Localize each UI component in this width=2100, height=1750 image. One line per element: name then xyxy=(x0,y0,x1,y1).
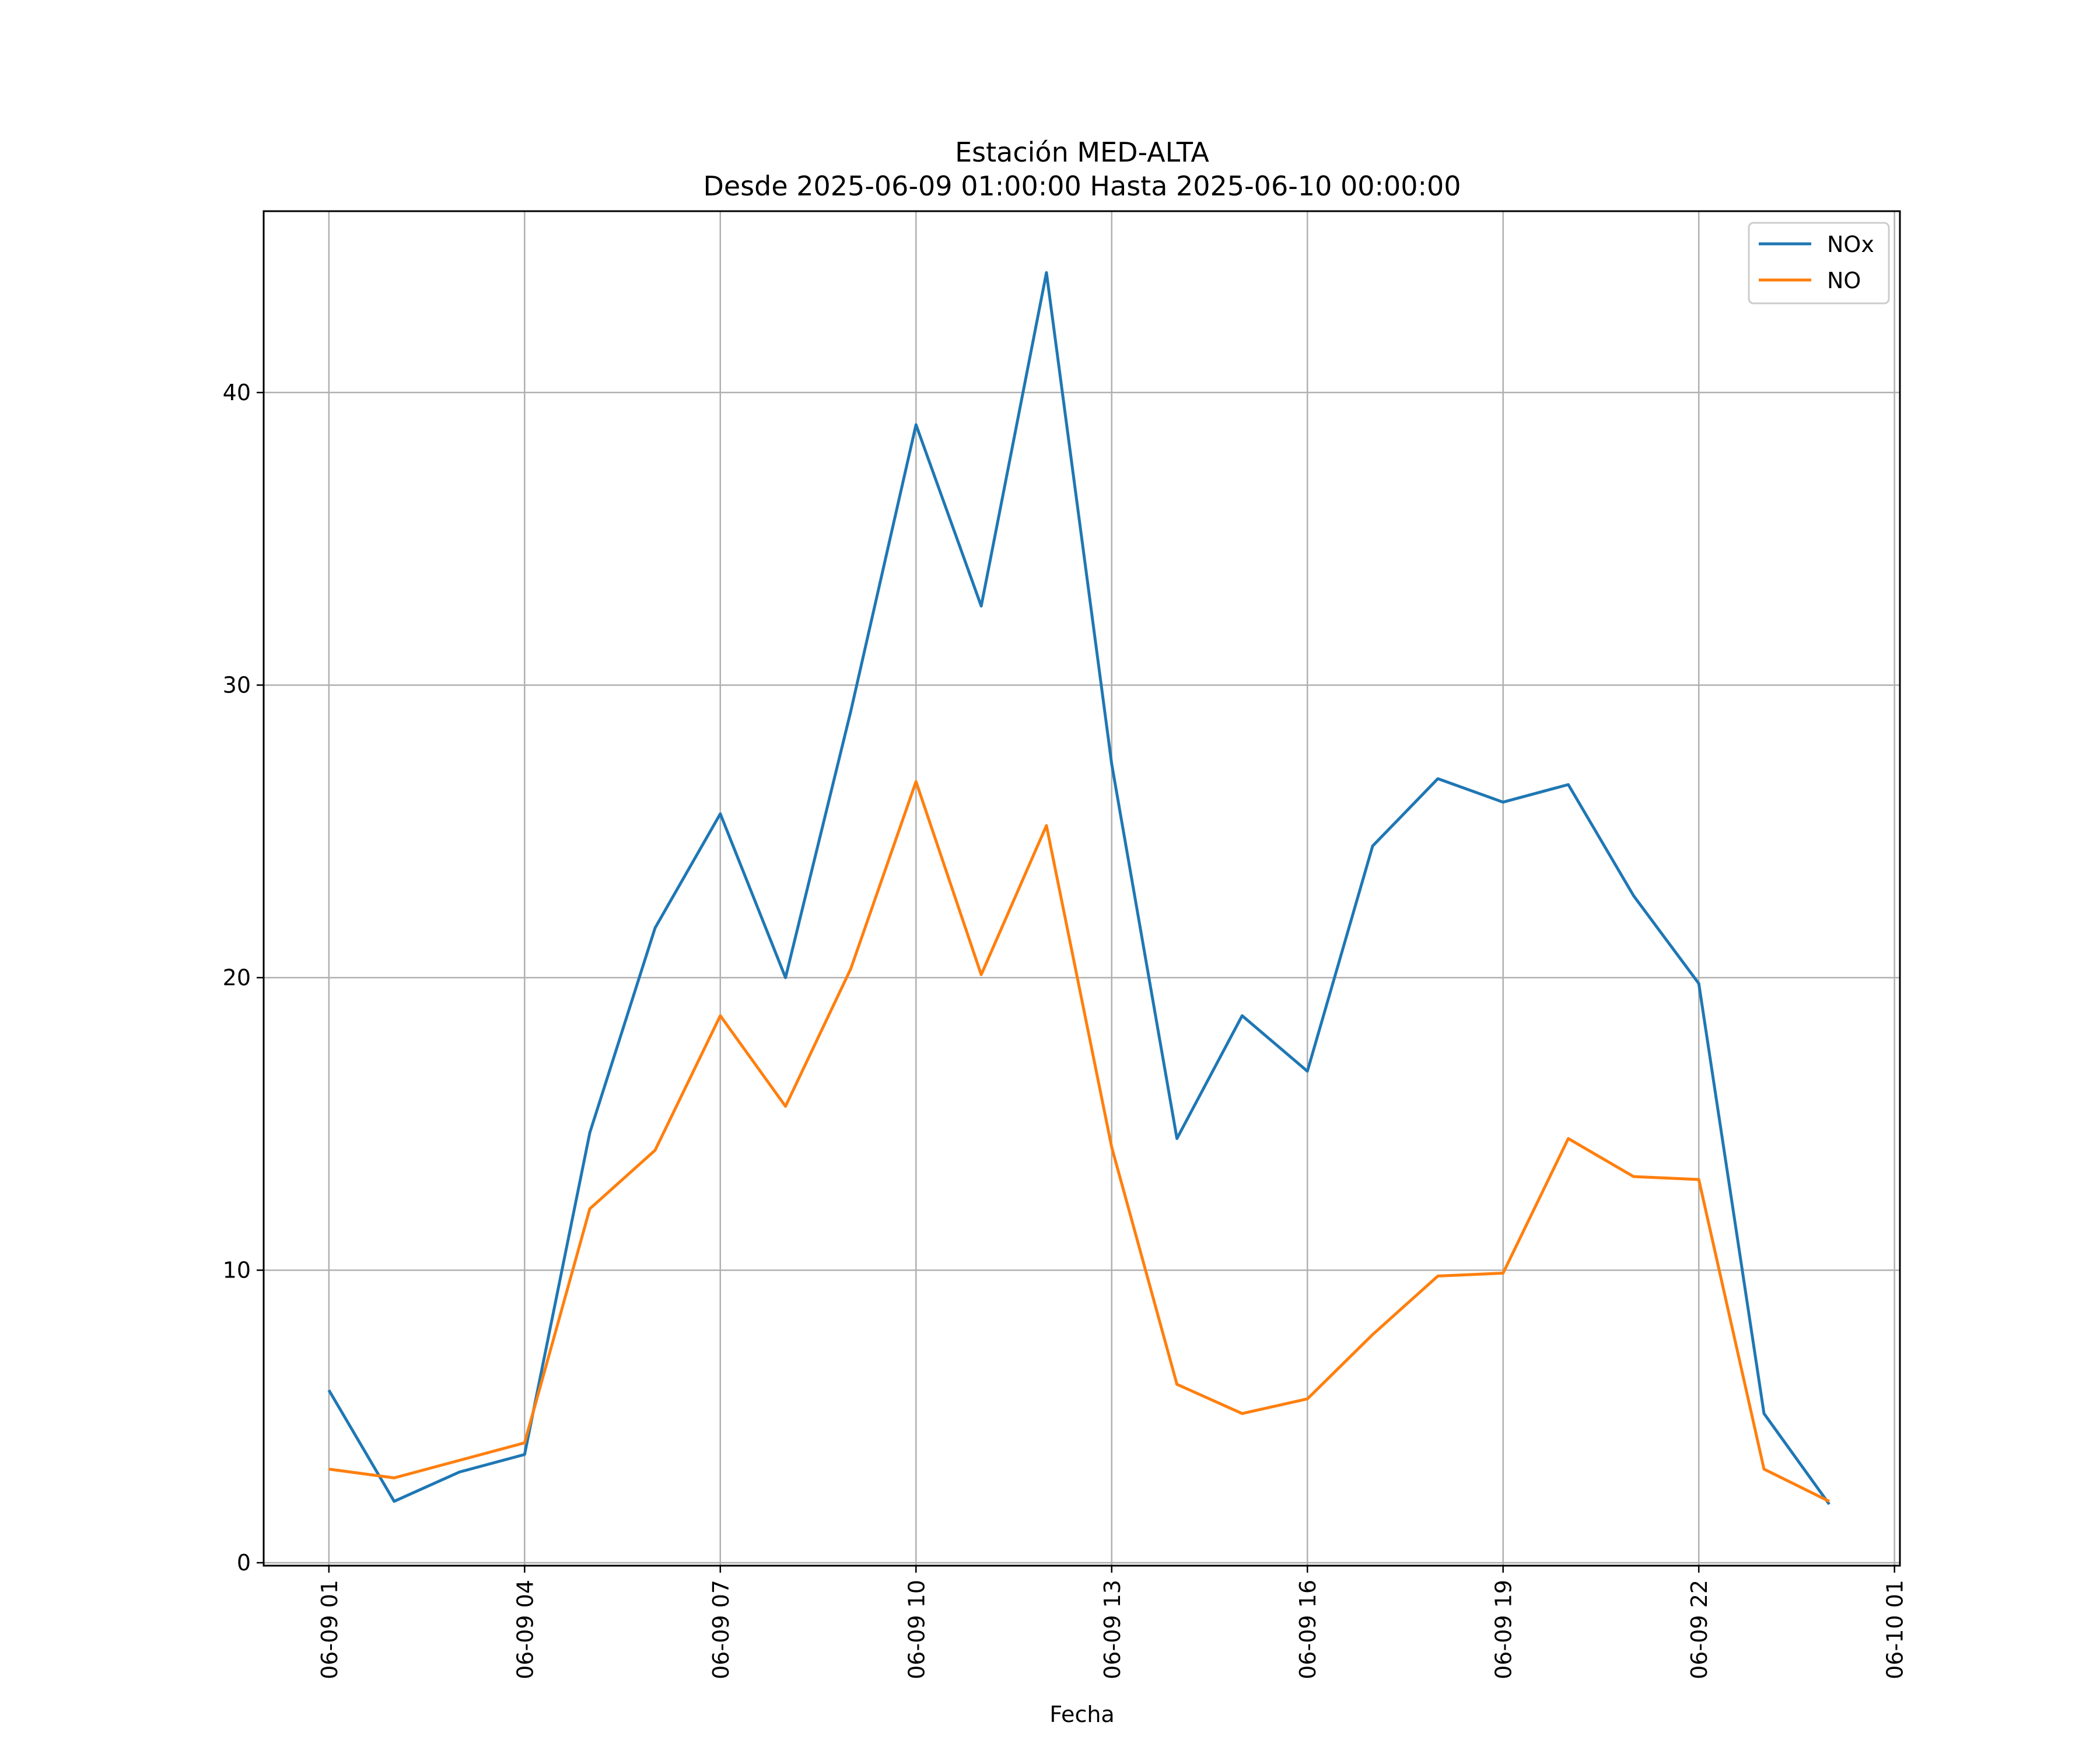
x-tick-label: 06-09 22 xyxy=(1686,1580,1712,1679)
x-tick-label: 06-09 04 xyxy=(512,1580,538,1679)
legend-nox-label: NOx xyxy=(1827,232,1874,257)
x-tick-label: 06-09 19 xyxy=(1491,1580,1517,1679)
grid xyxy=(264,211,1900,1566)
y-tick-label: 30 xyxy=(223,672,251,698)
x-tick-label: 06-09 01 xyxy=(317,1580,342,1679)
y-axis: 0 10 20 30 40 xyxy=(223,380,264,1576)
y-tick-label: 20 xyxy=(223,965,251,991)
x-tick-label: 06-09 10 xyxy=(904,1580,929,1679)
x-tick-label: 06-10 01 xyxy=(1882,1580,1908,1679)
series-line-nox xyxy=(327,271,1831,1506)
x-axis-label: Fecha xyxy=(1049,1702,1114,1727)
chart-subtitle: Desde 2025-06-09 01:00:00 Hasta 2025-06-… xyxy=(703,170,1461,202)
series-line-no xyxy=(328,780,1831,1503)
legend-no-label: NO xyxy=(1827,268,1861,293)
series-lines xyxy=(327,271,1831,1506)
y-tick-label: 40 xyxy=(223,380,251,405)
plot-frame xyxy=(262,210,1901,1567)
x-tick-label: 06-09 16 xyxy=(1295,1580,1321,1679)
legend: NOx NO xyxy=(1748,222,1890,304)
x-tick-label: 06-09 07 xyxy=(708,1580,734,1679)
x-axis: 06-09 01 06-09 04 06-09 07 06-09 10 06-09 13… xyxy=(317,1566,1908,1679)
chart-title: Estación MED-ALTA xyxy=(955,136,1209,168)
y-tick-label: 10 xyxy=(223,1257,251,1283)
x-tick-label: 06-09 13 xyxy=(1100,1580,1125,1679)
y-tick-label: 0 xyxy=(237,1550,251,1576)
